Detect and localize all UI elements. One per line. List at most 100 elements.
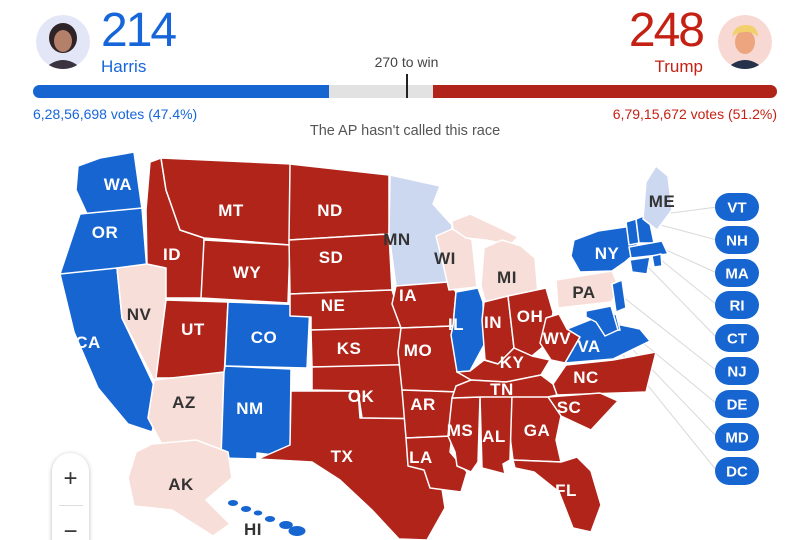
state-label-tn: TN [490,380,514,399]
state-pill-ct[interactable] [715,324,759,352]
electoral-bar-dem-segment [33,85,330,98]
state-label-nm: NM [236,399,263,418]
state-ak[interactable] [127,439,233,537]
state-label-nc: NC [573,368,599,387]
state-label-wa: WA [104,175,132,194]
270-threshold-tick [406,74,409,98]
state-pill-label-de: DE [727,397,748,414]
map-zoom-control: + − [52,453,89,540]
state-label-co: CO [251,328,278,347]
harris-photo [36,15,90,69]
state-label-nd: ND [317,201,343,220]
state-label-ut: UT [181,320,205,339]
state-label-va: VA [577,337,600,356]
state-ri[interactable] [651,253,663,268]
state-label-ms: MS [447,421,474,440]
state-label-pa: PA [572,283,595,302]
state-label-hi: HI [244,520,262,539]
state-ut[interactable] [155,299,229,379]
state-pill-label-ct: CT [727,331,747,348]
state-label-ca: CA [75,333,101,352]
state-ny[interactable] [570,225,640,273]
state-hi-island[interactable] [279,521,293,529]
state-tx[interactable] [257,390,453,540]
state-label-il: IL [448,315,464,334]
state-label-fl: FL [555,481,577,500]
zoom-out-button[interactable]: − [52,506,89,540]
state-fl[interactable] [512,456,602,533]
state-md[interactable] [585,305,619,337]
state-label-mn: MN [383,230,410,249]
state-pill-md[interactable] [715,423,759,451]
state-label-mo: MO [404,341,432,360]
state-label-sc: SC [557,398,582,417]
state-pill-label-ma: MA [725,266,748,283]
state-label-ar: AR [410,395,436,414]
state-wi[interactable] [435,228,478,291]
state-pill-vt[interactable] [715,193,759,221]
state-label-sd: SD [319,248,344,267]
state-label-la: LA [409,448,433,467]
state-hi-island[interactable] [264,516,276,522]
state-hi-island[interactable] [240,506,252,512]
zoom-control-divider [58,505,83,506]
state-me[interactable] [642,165,673,231]
state-pill-label-nj: NJ [727,364,746,381]
state-label-oh: OH [517,307,544,326]
connector-line-ct [647,266,718,339]
candidate-trump: 248 Trump [628,4,705,77]
state-pill-dc[interactable] [715,457,759,485]
state-tn[interactable] [451,374,558,399]
state-pill-label-nh: NH [726,233,748,250]
state-pill-ma[interactable] [715,259,759,287]
state-wy[interactable] [200,239,291,304]
connector-line-nh [652,222,718,241]
state-pill-de[interactable] [715,390,759,418]
state-label-ga: GA [524,421,551,440]
state-hi-island[interactable] [253,510,263,516]
state-label-ia: IA [399,286,417,305]
state-label-ny: NY [595,244,620,263]
harris-popular-votes: 6,28,56,698 votes (47.4%) [33,106,198,122]
state-label-ks: KS [337,339,362,358]
zoom-in-button[interactable]: + [52,453,89,505]
electoral-vote-bar: 270 to win [33,54,777,98]
race-status-text: The AP hasn't called this race [309,123,501,139]
connector-line-nj [622,296,718,372]
state-label-mi: MI [497,268,517,287]
state-label-in: IN [484,313,502,332]
state-ma[interactable] [628,240,669,259]
state-pill-label-vt: VT [727,200,746,217]
state-pill-ri[interactable] [715,291,759,319]
state-ct[interactable] [629,256,651,275]
state-label-ne: NE [321,296,346,315]
state-label-ak: AK [168,475,194,494]
connector-line-dc [606,334,718,472]
trump-electoral-votes: 248 [628,4,705,57]
connector-line-ma [663,248,718,274]
state-label-nv: NV [127,305,152,324]
state-nj[interactable] [611,279,627,313]
state-pill-nj[interactable] [715,357,759,385]
harris-electoral-votes: 214 [101,4,177,57]
electoral-bar-rep-segment [433,85,777,98]
state-ms[interactable] [447,396,481,473]
state-pill-label-dc: DC [726,464,748,481]
state-label-az: AZ [172,393,196,412]
trump-name-label: Trump [654,57,704,76]
state-label-al: AL [482,427,506,446]
threshold-label: 270 to win [374,54,439,70]
connector-line-ri [660,259,718,306]
state-label-wv: WV [543,329,572,348]
state-hi-island[interactable] [227,500,239,506]
state-pill-label-ri: RI [730,298,745,315]
state-hi-island[interactable] [288,526,306,536]
state-pill-nh[interactable] [715,226,759,254]
state-label-wi: WI [434,249,456,268]
harris-name-label: Harris [101,57,147,76]
state-label-or: OR [92,223,119,242]
state-co[interactable] [224,301,311,369]
state-pill-label-md: MD [725,430,748,447]
